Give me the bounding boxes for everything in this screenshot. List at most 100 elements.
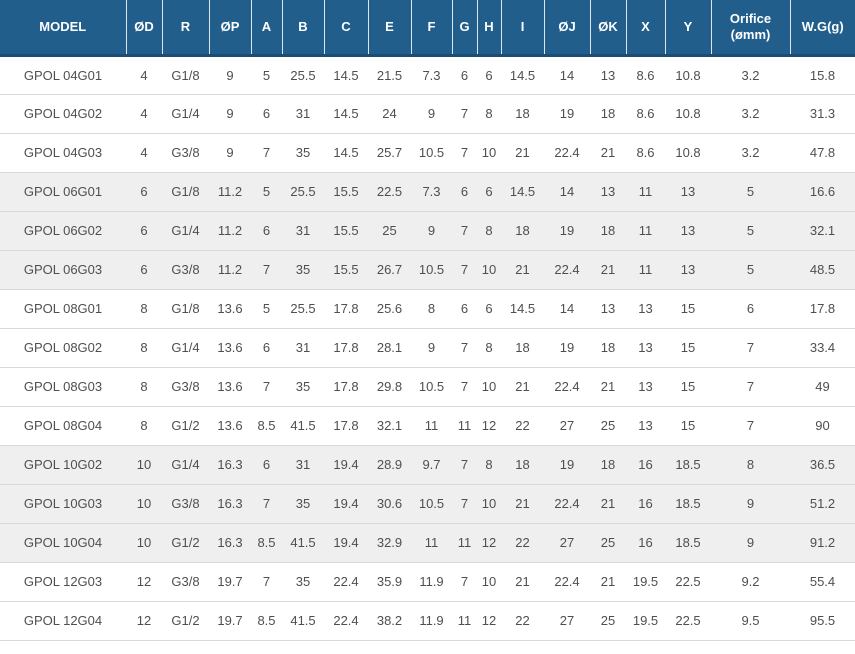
value-cell: 26.7 xyxy=(368,250,411,290)
column-header: G xyxy=(452,0,478,57)
value-cell: 18 xyxy=(501,94,544,134)
value-cell: 32.1 xyxy=(790,211,855,251)
value-cell: 10 xyxy=(477,562,501,602)
table-body: GPOL 04G01 4 G1/8 9 5 25.5 14.5 21.5 7.3 6 6 14.5 14… xyxy=(0,55,855,641)
value-cell: 11.2 xyxy=(209,250,251,290)
value-cell: 21 xyxy=(501,133,544,173)
value-cell: 4 xyxy=(126,94,162,134)
value-cell: 15.5 xyxy=(324,250,368,290)
value-cell: 7 xyxy=(251,484,282,524)
value-cell: 27 xyxy=(544,601,590,641)
value-cell: 7.3 xyxy=(411,55,452,95)
value-cell: 31.3 xyxy=(790,94,855,134)
value-cell: 15 xyxy=(665,367,711,407)
value-cell: 14.5 xyxy=(324,55,368,95)
value-cell: 14.5 xyxy=(501,55,544,95)
model-cell: GPOL 12G03 xyxy=(0,562,126,602)
table-row: GPOL 10G02 10 G1/4 16.3 6 31 19.4 28.9 9.7 7 8 18 19… xyxy=(0,445,855,485)
column-header: C xyxy=(324,0,369,57)
value-cell: 19.5 xyxy=(626,562,665,602)
value-cell: 9 xyxy=(209,133,251,173)
value-cell: 21 xyxy=(501,562,544,602)
value-cell: 8 xyxy=(477,445,501,485)
value-cell: 6 xyxy=(126,211,162,251)
model-cell: GPOL 10G03 xyxy=(0,484,126,524)
value-cell: 22.5 xyxy=(665,562,711,602)
value-cell: 11 xyxy=(411,406,452,446)
value-cell: G3/8 xyxy=(162,250,209,290)
value-cell: 11.2 xyxy=(209,211,251,251)
value-cell: 13 xyxy=(626,289,665,329)
value-cell: 13 xyxy=(626,328,665,368)
value-cell: 27 xyxy=(544,406,590,446)
value-cell: 8 xyxy=(126,406,162,446)
value-cell: 8 xyxy=(126,328,162,368)
column-header: ØK xyxy=(590,0,627,57)
value-cell: 32.1 xyxy=(368,406,411,446)
value-cell: 21 xyxy=(590,133,626,173)
value-cell: 19.7 xyxy=(209,601,251,641)
table-row: GPOL 10G03 10 G3/8 16.3 7 35 19.4 30.6 10.5 7 10 21… xyxy=(0,484,855,524)
value-cell: G1/4 xyxy=(162,328,209,368)
value-cell: 18 xyxy=(590,328,626,368)
model-cell: GPOL 12G04 xyxy=(0,601,126,641)
value-cell: 7 xyxy=(452,484,477,524)
value-cell: 9 xyxy=(711,523,790,563)
value-cell: 6 xyxy=(251,445,282,485)
model-cell: GPOL 08G03 xyxy=(0,367,126,407)
value-cell: 7 xyxy=(452,211,477,251)
value-cell: 21 xyxy=(590,367,626,407)
value-cell: 8.5 xyxy=(251,601,282,641)
column-header: Y xyxy=(665,0,712,57)
column-header: ØJ xyxy=(544,0,591,57)
value-cell: 8 xyxy=(477,328,501,368)
value-cell: 30.6 xyxy=(368,484,411,524)
value-cell: 10 xyxy=(477,133,501,173)
value-cell: 14.5 xyxy=(324,133,368,173)
value-cell: 90 xyxy=(790,406,855,446)
value-cell: 9 xyxy=(711,484,790,524)
column-header: W.G(g) xyxy=(790,0,855,57)
model-cell: GPOL 04G02 xyxy=(0,94,126,134)
value-cell: 25 xyxy=(590,601,626,641)
value-cell: 7 xyxy=(711,328,790,368)
value-cell: G1/8 xyxy=(162,172,209,212)
value-cell: 12 xyxy=(126,601,162,641)
value-cell: 13.6 xyxy=(209,406,251,446)
value-cell: 10.8 xyxy=(665,94,711,134)
value-cell: 18.5 xyxy=(665,484,711,524)
value-cell: 25 xyxy=(590,406,626,446)
value-cell: 35 xyxy=(282,367,324,407)
value-cell: 16.6 xyxy=(790,172,855,212)
value-cell: 7 xyxy=(452,94,477,134)
value-cell: 22.4 xyxy=(544,484,590,524)
column-header: I xyxy=(501,0,545,57)
value-cell: 10.5 xyxy=(411,484,452,524)
value-cell: 16.3 xyxy=(209,445,251,485)
value-cell: 14 xyxy=(544,172,590,212)
value-cell: 11.9 xyxy=(411,601,452,641)
value-cell: 7 xyxy=(251,562,282,602)
value-cell: 13 xyxy=(590,55,626,95)
table-row: GPOL 06G01 6 G1/8 11.2 5 25.5 15.5 22.5 7.3 6 6 14.… xyxy=(0,172,855,212)
value-cell: 35 xyxy=(282,133,324,173)
value-cell: 19.7 xyxy=(209,562,251,602)
value-cell: 13 xyxy=(626,367,665,407)
value-cell: 21.5 xyxy=(368,55,411,95)
model-cell: GPOL 08G04 xyxy=(0,406,126,446)
table-row: GPOL 04G03 4 G3/8 9 7 35 14.5 25.7 10.5 7 10 21 22.4… xyxy=(0,133,855,173)
value-cell: 12 xyxy=(126,562,162,602)
value-cell: 9.2 xyxy=(711,562,790,602)
value-cell: 16 xyxy=(626,523,665,563)
value-cell: 17.8 xyxy=(324,367,368,407)
value-cell: 25.6 xyxy=(368,289,411,329)
value-cell: 13 xyxy=(590,172,626,212)
column-header: F xyxy=(411,0,453,57)
value-cell: 7 xyxy=(452,250,477,290)
value-cell: 11 xyxy=(626,250,665,290)
value-cell: 7.3 xyxy=(411,172,452,212)
value-cell: 24 xyxy=(368,94,411,134)
value-cell: 6 xyxy=(251,211,282,251)
value-cell: 10.5 xyxy=(411,367,452,407)
value-cell: 25.5 xyxy=(282,289,324,329)
